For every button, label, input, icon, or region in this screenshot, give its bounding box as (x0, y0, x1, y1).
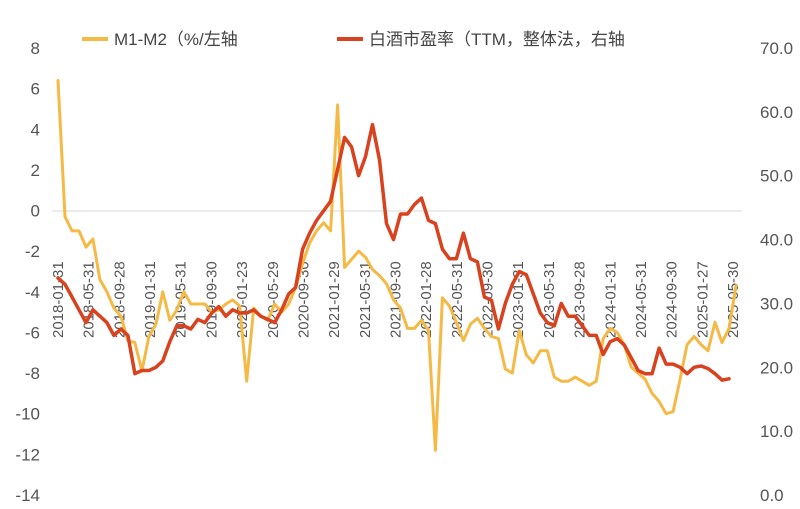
x-tick-label: 2018-01-31 (50, 261, 67, 338)
left-tick-label: 4 (31, 120, 40, 139)
x-tick-label: 2021-05-31 (357, 261, 374, 338)
left-tick-label: -14 (15, 486, 40, 505)
right-tick-label: 60.0 (760, 103, 793, 122)
x-tick-label: 2019-09-30 (203, 261, 220, 338)
right-tick-label: 30.0 (760, 294, 793, 313)
x-tick-label: 2022-01-28 (418, 261, 435, 338)
right-tick-label: 0.0 (760, 486, 784, 505)
right-tick-label: 40.0 (760, 231, 793, 250)
left-tick-label: 2 (31, 161, 40, 180)
x-tick-label: 2021-09-30 (388, 261, 405, 338)
x-tick-label: 2020-01-23 (234, 261, 251, 338)
right-tick-label: 50.0 (760, 167, 793, 186)
x-tick-label: 2021-01-29 (326, 261, 343, 338)
x-tick-label: 2025-01-27 (694, 261, 711, 338)
right-tick-label: 10.0 (760, 422, 793, 441)
left-tick-label: 6 (31, 80, 40, 99)
x-tick-label: 2020-05-29 (265, 261, 282, 338)
left-tick-label: -10 (15, 405, 40, 424)
right-tick-label: 70.0 (760, 39, 793, 58)
legend-label-m1-m2: M1-M2（%/左轴 (114, 30, 238, 49)
left-axis-ticks: 8 6 4 2 0 -2 -4 -6 -8 -10 -12 -14 (15, 39, 40, 505)
series-line-baijiu-pe (56, 122, 731, 382)
left-tick-label: 0 (31, 202, 40, 221)
legend-label-baijiu-pe: 白酒市盈率（TTM，整体法，右轴 (369, 30, 625, 49)
x-tick-label: 2023-09-28 (572, 261, 589, 338)
left-tick-label: -8 (25, 364, 40, 383)
series-layer (56, 79, 738, 452)
x-tick-label: 2018-05-31 (81, 261, 98, 338)
x-tick-label: 2018-09-28 (111, 261, 128, 338)
left-tick-label: -2 (25, 242, 40, 261)
x-tick-label: 2019-01-31 (142, 261, 159, 338)
x-tick-label: 2022-05-31 (449, 261, 466, 338)
x-tick-label: 2024-05-31 (633, 261, 650, 338)
x-tick-label: 2024-01-31 (602, 261, 619, 338)
left-tick-label: -6 (25, 323, 40, 342)
x-tick-label: 2020-09-30 (296, 261, 313, 338)
left-tick-label: 8 (31, 39, 40, 58)
legend: M1-M2（%/左轴 白酒市盈率（TTM，整体法，右轴 (82, 30, 625, 49)
left-tick-label: -12 (15, 445, 40, 464)
right-axis-ticks: 70.0 60.0 50.0 40.0 30.0 20.0 10.0 0.0 (760, 39, 793, 505)
x-tick-label: 2024-09-30 (664, 261, 681, 338)
left-tick-label: -4 (25, 283, 40, 302)
right-tick-label: 20.0 (760, 358, 793, 377)
